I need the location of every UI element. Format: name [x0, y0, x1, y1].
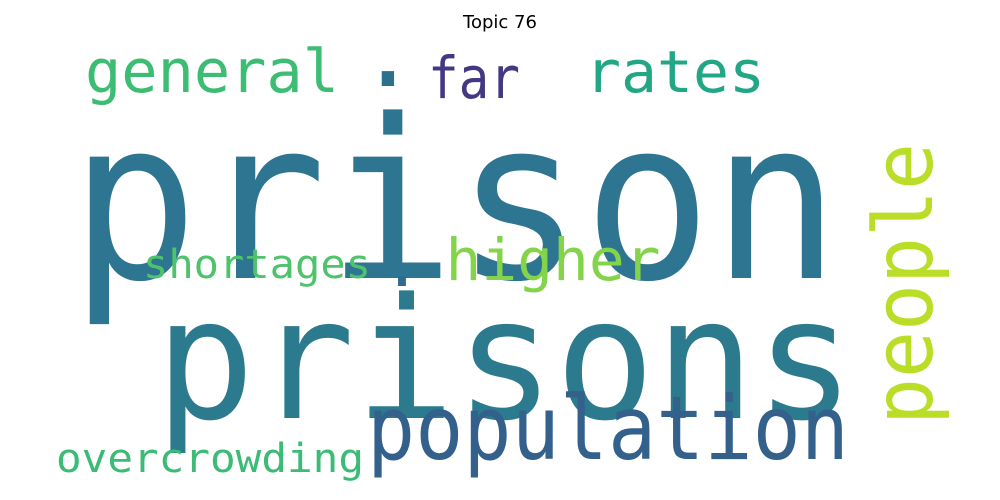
- word-prisons: prisons: [155, 262, 855, 458]
- word-general: general: [85, 37, 339, 107]
- word-overcrowding: overcrowding: [56, 436, 364, 482]
- word-shortages: shortages: [143, 242, 371, 288]
- word-population: population: [367, 377, 849, 480]
- word-higher: higher: [446, 226, 661, 294]
- figure-title: Topic 76: [463, 12, 537, 33]
- word-dot-top: .: [358, 0, 418, 110]
- word-dot-middle: .: [383, 228, 422, 302]
- word-far: far: [428, 44, 520, 112]
- word-people: people: [857, 143, 952, 425]
- word-rates: rates: [585, 38, 765, 106]
- word-prison: prison: [70, 73, 840, 331]
